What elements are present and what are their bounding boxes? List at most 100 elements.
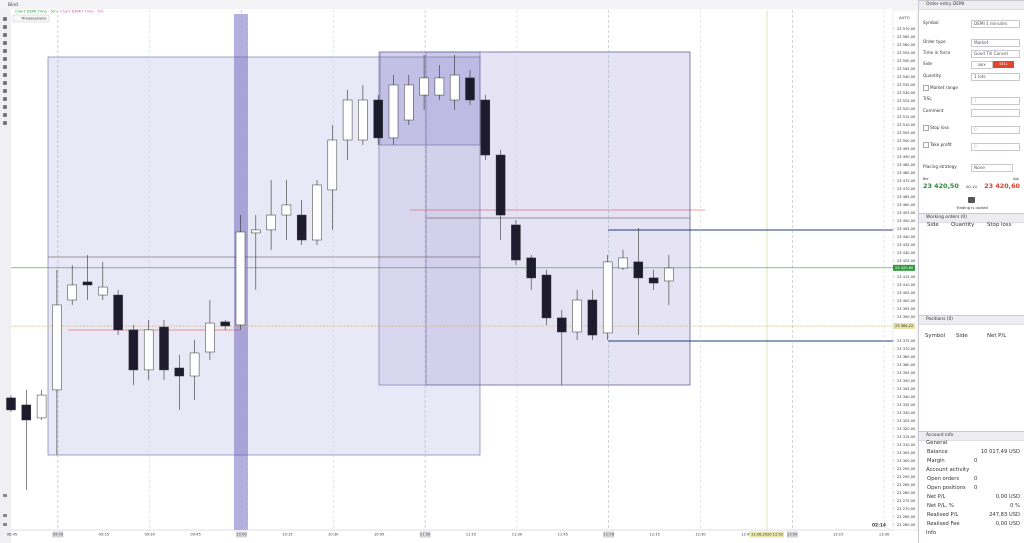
input[interactable]: 1	[971, 96, 1020, 105]
time-tick-label: 09:45	[190, 533, 200, 537]
tool-icon[interactable]	[3, 81, 7, 85]
tool-icon[interactable]	[3, 121, 7, 125]
title-bar	[0, 0, 918, 9]
candle-body	[21, 404, 32, 421]
tool-icon[interactable]	[3, 89, 7, 93]
input[interactable]: 0	[971, 142, 1020, 151]
candle-body	[342, 99, 353, 141]
input[interactable]: None	[971, 163, 1013, 172]
tool-icon[interactable]	[3, 65, 7, 69]
candle-body	[174, 367, 185, 377]
time-tick-label: 11:15	[466, 533, 476, 537]
price-tick-label: 23 340,00	[897, 395, 916, 399]
time-tick-label: 09:15	[99, 533, 109, 537]
candle-body	[6, 397, 16, 411]
row-label: Open orders	[927, 476, 960, 482]
timesessions-button[interactable]	[12, 14, 50, 23]
checkbox[interactable]	[923, 85, 929, 91]
tool-icon[interactable]	[3, 25, 7, 29]
price-tick-label: 23 515,00	[897, 115, 916, 119]
ask-label: Ask	[1012, 177, 1019, 181]
checkbox[interactable]	[923, 142, 929, 148]
tool-icon[interactable]	[3, 113, 7, 117]
sell-button[interactable]: SELL	[993, 60, 1014, 68]
toolbar	[0, 9, 11, 543]
price-tick-label: 23 295,00	[897, 467, 916, 471]
tool-icon[interactable]	[3, 494, 7, 497]
input[interactable]: Market	[971, 38, 1020, 47]
candle-body	[128, 329, 139, 371]
price-tick-label: 23 505,00	[897, 131, 916, 135]
row-value: 0	[974, 485, 978, 491]
candle-body	[511, 224, 521, 261]
candle-body	[143, 329, 154, 371]
marker-label: 23 384,22	[895, 324, 913, 328]
time-tick-label: 11:30	[512, 533, 523, 537]
price-tick-label: 23 310,00	[897, 443, 916, 447]
tool-icon[interactable]	[3, 49, 7, 53]
time-tick-label: 11:00	[420, 533, 431, 537]
bid-price[interactable]: 23 420,50	[923, 182, 959, 190]
timesessions-label: Timesessions	[20, 16, 46, 21]
candle-body	[495, 154, 506, 216]
input[interactable]	[971, 108, 1020, 117]
tool-icon[interactable]	[3, 57, 7, 61]
buy-button[interactable]: BUY	[971, 60, 993, 69]
candle-body	[281, 204, 292, 216]
row-label: Realised Fee	[927, 521, 960, 527]
candle-body	[251, 229, 261, 234]
legend-item: Chart DEMI Time - 5m	[15, 9, 57, 14]
candle-body	[159, 326, 169, 371]
tool-icon[interactable]	[3, 105, 7, 109]
field-label: Comment	[923, 108, 944, 113]
field-label: Take profit	[930, 142, 952, 147]
ask-price[interactable]: 23 420,60	[984, 182, 1020, 190]
status: Trading is locked	[956, 205, 988, 210]
candle-body	[189, 352, 200, 377]
time-tick-label: 12:45	[741, 533, 751, 537]
tool-icon[interactable]	[3, 33, 7, 37]
drawing-rect[interactable]	[47, 56, 481, 456]
field-label: Placing strategy	[923, 164, 957, 169]
price-tick-label: 23 550,00	[897, 59, 916, 63]
candle-body	[113, 294, 123, 331]
tool-icon[interactable]	[3, 523, 7, 526]
price-tick-label: 23 275,00	[897, 499, 916, 503]
candle-body	[587, 299, 598, 336]
input[interactable]: 0	[971, 125, 1020, 134]
time-tick-label: 10:15	[282, 533, 292, 537]
column-header: Side	[956, 333, 968, 339]
price-tick-label: 23 390,00	[897, 315, 916, 319]
chart-area: Bind Chart DEMI Time - 5m Chart DEMO Tim…	[0, 0, 918, 543]
price-tick-label: 23 560,00	[897, 43, 916, 47]
tool-icon[interactable]	[3, 41, 7, 45]
axis-mode[interactable]: AUTO	[899, 15, 910, 20]
input[interactable]: DEMI 1 minutes	[971, 19, 1020, 28]
row-value: 0,00 USD	[995, 521, 1020, 527]
drawing-rect[interactable]	[425, 51, 691, 386]
input[interactable]: Good Till Cancel	[971, 49, 1020, 58]
tool-icon[interactable]	[3, 514, 7, 517]
tool-icon[interactable]	[3, 73, 7, 77]
marker-box	[893, 323, 915, 330]
price-tick-label: 23 495,00	[897, 147, 916, 151]
clock: 02:14	[872, 523, 886, 529]
price-tick-label: 23 565,00	[897, 35, 916, 39]
price-tick-label: 23 425,00	[897, 259, 916, 263]
last-price-box	[893, 264, 915, 271]
price-tick-label: 23 370,00	[897, 347, 916, 351]
time-tick-label: 13:15	[833, 533, 843, 537]
candle-body	[235, 231, 246, 326]
plot-left	[11, 10, 48, 530]
price-tick-label: 23 325,00	[897, 419, 916, 423]
tool-icon[interactable]	[3, 97, 7, 101]
tool-icon[interactable]	[3, 17, 7, 21]
candle-body	[52, 304, 62, 391]
time-tick-label: 10:00	[236, 533, 247, 537]
checkbox[interactable]	[923, 125, 929, 131]
time-tick-label: 10:45	[374, 533, 384, 537]
time-label-box	[236, 531, 247, 538]
input[interactable]: 1 lots	[971, 72, 1020, 81]
candle-body	[358, 99, 368, 141]
